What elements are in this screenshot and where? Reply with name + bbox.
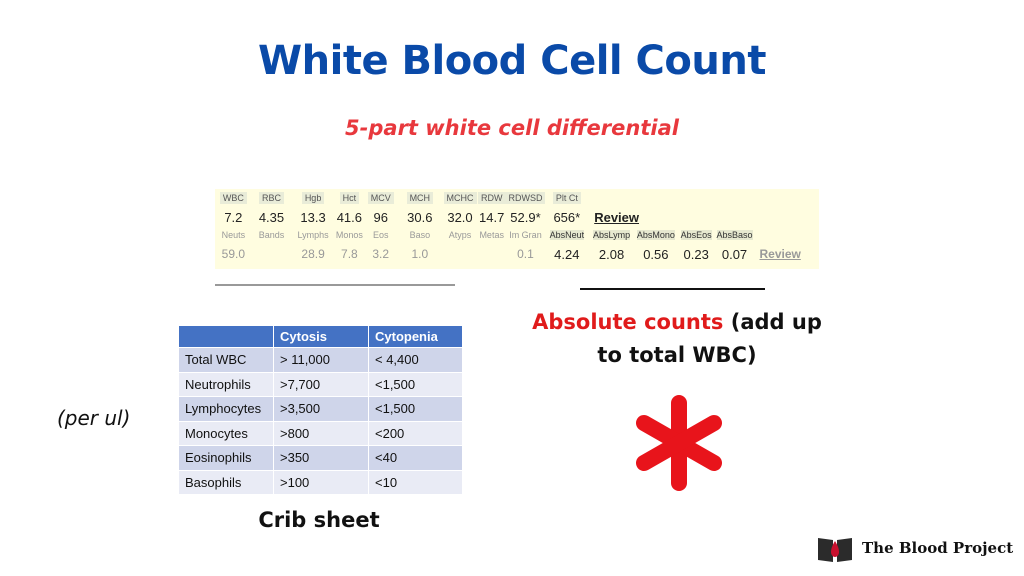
cell: Total WBC — [179, 347, 274, 372]
lab-value-abs: 0.07 — [721, 246, 748, 262]
cell: >7,700 — [273, 371, 369, 397]
lab-value — [478, 243, 506, 265]
cell: <200 — [368, 420, 463, 446]
cell: Eosinophils — [179, 445, 274, 470]
absolute-counts-note: Absolute counts (add up to total WBC) — [505, 306, 849, 372]
absolute-counts-text-line2: to total WBC) — [597, 343, 757, 367]
lab-value-abs: 4.24 — [554, 246, 580, 262]
lab-results-panel: WBC RBC Hgb Hct MCV MCH MCHC RDW RDWSD P… — [215, 189, 819, 269]
cell: >3,500 — [273, 396, 369, 421]
lab-header: Monos — [335, 230, 363, 240]
column-header: Cytosis — [273, 326, 369, 348]
lab-value: 59.0 — [221, 247, 246, 261]
lab-value: 7.8 — [341, 247, 358, 261]
lab-row2-headers: Neuts Bands Lymphs Monos Eos Baso Atyps … — [215, 227, 819, 243]
table-row: Basophils >100 <10 — [179, 469, 463, 494]
table-row: Eosinophils >350 <40 — [179, 445, 463, 470]
review-link[interactable]: Review — [759, 247, 801, 261]
cell: Neutrophils — [179, 371, 274, 397]
lab-value: 0.1 — [517, 247, 534, 261]
lab-value-abs: 0.23 — [683, 246, 709, 262]
lab-value-abs: 2.08 — [598, 246, 625, 262]
lab-header: Bands — [258, 230, 285, 240]
book-drop-icon — [818, 538, 852, 562]
lab-value: 14.7 — [479, 209, 505, 225]
lab-header: RDW — [477, 192, 506, 204]
column-header: Cytopenia — [368, 326, 463, 348]
lab-value-flagged: 656* — [553, 209, 581, 225]
lab-value: 41.6 — [336, 209, 363, 225]
review-link[interactable]: Review — [594, 209, 640, 225]
cell: > 11,000 — [273, 347, 369, 372]
cell: Lymphocytes — [179, 396, 274, 421]
absolute-counts-highlight: Absolute counts — [532, 310, 724, 334]
lab-value-flagged: 52.9* — [510, 209, 541, 225]
page-subtitle: 5-part white cell differential — [345, 116, 679, 140]
lab-value: 28.9 — [301, 247, 325, 261]
cell: <40 — [368, 445, 463, 470]
cell: <1,500 — [368, 371, 463, 397]
lab-value: 7.2 — [224, 209, 243, 225]
lab-header: Hct — [339, 192, 360, 204]
lab-header-abs: AbsBaso — [716, 230, 753, 240]
lab-header: WBC — [219, 192, 247, 204]
lab-header: Hgb — [301, 192, 325, 204]
lab-row1-headers: WBC RBC Hgb Hct MCV MCH MCHC RDW RDWSD P… — [215, 189, 819, 207]
lab-value: 4.35 — [258, 209, 285, 225]
lab-header-abs: AbsNeut — [549, 230, 585, 240]
lab-header: Eos — [372, 230, 389, 240]
lab-value-abs: 0.56 — [643, 246, 669, 262]
lab-header-abs: AbsLymp — [592, 230, 631, 240]
table-row: Monocytes >800 <200 — [179, 420, 463, 446]
cell: >350 — [273, 445, 369, 470]
lab-header: MCHC — [443, 192, 477, 204]
lab-header: RBC — [258, 192, 284, 204]
crib-sheet-label: Crib sheet — [258, 508, 380, 532]
lab-header: Plt Ct — [552, 192, 581, 204]
table-row: Lymphocytes >3,500 <1,500 — [179, 396, 463, 421]
lab-header: MCH — [406, 192, 434, 204]
lab-value: 3.2 — [372, 247, 390, 261]
cell: <10 — [368, 469, 463, 494]
lab-row1-values: 7.2 4.35 13.3 41.6 96 30.6 32.0 14.7 52.… — [215, 207, 819, 227]
cell: >800 — [273, 420, 369, 446]
lab-header: MCV — [367, 192, 394, 204]
column-header — [179, 326, 274, 348]
page-title: White Blood Cell Count — [258, 38, 766, 84]
lab-header-abs: AbsMono — [636, 230, 675, 240]
lab-header: Lymphs — [297, 230, 329, 240]
underline-absolute — [580, 288, 765, 290]
table-header-row: Cytosis Cytopenia — [179, 326, 463, 348]
lab-header: Baso — [409, 230, 431, 240]
lab-row2-values: 59.0 28.9 7.8 3.2 1.0 0.1 4.24 2.08 0.56… — [215, 243, 819, 265]
lab-header: Metas — [479, 230, 504, 240]
cell: Basophils — [179, 469, 274, 494]
lab-value: 30.6 — [407, 209, 433, 225]
units-label: (per ul) — [57, 406, 131, 430]
lab-header: RDWSD — [505, 192, 546, 204]
lab-value — [252, 243, 292, 265]
lab-header: Atyps — [448, 230, 472, 240]
lab-value: 13.3 — [300, 209, 326, 225]
cell: Monocytes — [179, 420, 274, 446]
lab-value — [442, 243, 478, 265]
asterisk-icon — [636, 395, 722, 491]
cell: >100 — [273, 469, 369, 494]
cell: < 4,400 — [368, 347, 463, 372]
table-row: Neutrophils >7,700 <1,500 — [179, 371, 463, 397]
underline-differential — [215, 284, 455, 286]
lab-header: Neuts — [221, 230, 246, 240]
lab-header: Im Gran — [509, 230, 542, 240]
brand-logo: The Blood Project — [816, 528, 1013, 568]
brand-name: The Blood Project — [862, 539, 1014, 557]
cell: <1,500 — [368, 396, 463, 421]
crib-sheet-table: Cytosis Cytopenia Total WBC > 11,000 < 4… — [179, 326, 463, 494]
lab-value: 32.0 — [447, 209, 473, 225]
table-row: Total WBC > 11,000 < 4,400 — [179, 347, 463, 372]
lab-value: 1.0 — [411, 247, 429, 261]
absolute-counts-text: (add up — [723, 310, 822, 334]
lab-header-abs: AbsEos — [680, 230, 712, 240]
lab-value: 96 — [373, 209, 388, 225]
